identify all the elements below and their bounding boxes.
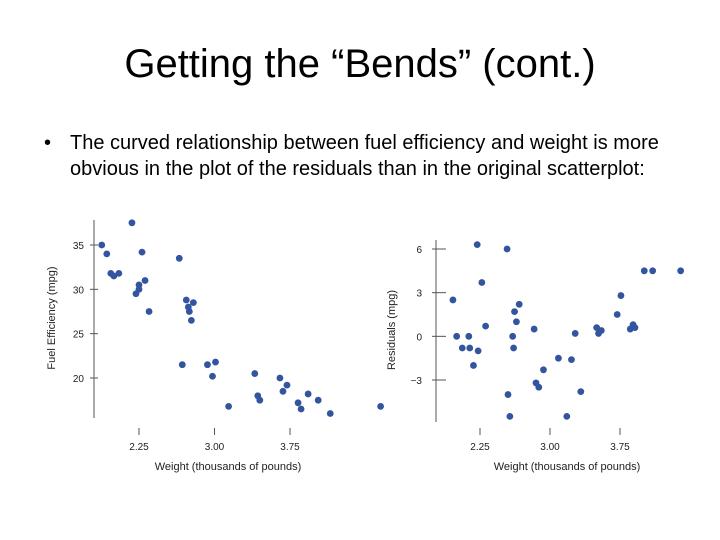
resid-data-point [449,296,457,304]
resid-data-point [511,308,518,315]
resid-y-tick-label: 0 [416,332,422,343]
resid-data-point [470,362,477,369]
resid-data-point [458,344,466,352]
fuel-data-point [304,390,312,398]
resid-data-point [540,366,547,374]
fuel-data-point [225,402,232,410]
resid-data-point [506,412,514,420]
resid-data-point [510,344,517,352]
resid-data-point [555,354,562,362]
fuel-data-point [283,381,291,389]
resid-data-point [640,267,648,275]
fuel-data-point [189,299,197,307]
resid-data-point [597,327,605,334]
fuel-data-point [204,361,211,369]
resid-data-point [515,300,523,308]
fuel-y-tick-label: 30 [73,285,85,296]
resid-data-point [568,356,575,364]
resid-data-point [577,388,585,396]
fuel-data-point [145,308,153,315]
resid-data-point [466,344,474,352]
resid-data-point [478,279,486,286]
resid-data-point [613,311,621,318]
fuel-data-point [138,248,146,256]
fuel-data-point [175,254,183,262]
bullet-text: The curved relationship between fuel eff… [70,132,659,180]
fuel-x-tick-label: 2.25 [129,442,149,453]
resid-y-tick-label: 3 [416,289,422,300]
fuel-y-tick-label: 25 [73,330,85,341]
resid-data-point [504,391,512,398]
fuel-x-tick-label: 3.00 [205,442,225,453]
resid-x-tick-label: 2.25 [470,442,490,453]
fuel-data-point [187,316,195,324]
resid-data-point [473,241,481,249]
fuel-x-axis-label: Weight (thousands of pounds) [155,461,302,473]
fuel-data-point [297,405,305,413]
fuel-data-point [276,374,284,382]
resid-data-point [474,347,482,355]
resid-y-tick-label: −3 [411,376,423,387]
resid-y-axis-label: Residuals (mpg) [386,290,398,370]
fuel-y-tick-label: 20 [73,374,85,385]
fuel-y-tick-label: 35 [73,241,85,252]
resid-data-point [535,383,543,391]
fuel-data-point [182,296,190,304]
fuel-data-point [279,387,287,395]
fuel-data-point [185,308,193,315]
resid-data-point [465,332,473,340]
fuel-data-point [377,402,384,410]
fuel-data-point [209,372,216,380]
resid-data-point [503,245,511,253]
bullet-dot: • [44,132,52,154]
slide-title: Getting the “Bends” (cont.) [124,42,596,86]
fuel-data-point [110,272,118,280]
resid-data-point [631,324,639,331]
fuel-data-point [314,396,322,404]
fuel-data-point [128,219,136,227]
resid-data-point [482,322,489,330]
fuel-data-point [326,410,334,417]
fuel-data-point [135,281,143,289]
fuel-data-point [256,396,264,404]
fuel-y-axis-label: Fuel Efficiency (mpg) [46,266,58,369]
resid-data-point [453,332,461,340]
resid-data-point [677,267,685,275]
resid-data-point [513,318,520,326]
fuel-data-point [103,250,111,258]
resid-x-tick-label: 3.00 [540,442,560,453]
fuel-data-point [178,361,186,369]
fuel-data-point [251,370,259,377]
resid-x-tick-label: 3.75 [610,442,630,453]
fuel-data-point [212,358,219,366]
fuel-data-point [115,269,123,277]
resid-data-point [530,325,538,333]
resid-x-axis-label: Weight (thousands of pounds) [494,461,641,473]
resid-data-point [509,332,517,340]
resid-data-point [571,330,579,337]
fuel-data-point [294,399,302,407]
resid-data-point [649,267,657,275]
fuel-data-point [98,241,106,249]
resid-data-point [617,292,625,299]
resid-y-tick-label: 6 [416,245,422,256]
resid-data-point [563,412,571,420]
fuel-data-point [141,277,149,284]
fuel-x-tick-label: 3.75 [280,442,300,453]
